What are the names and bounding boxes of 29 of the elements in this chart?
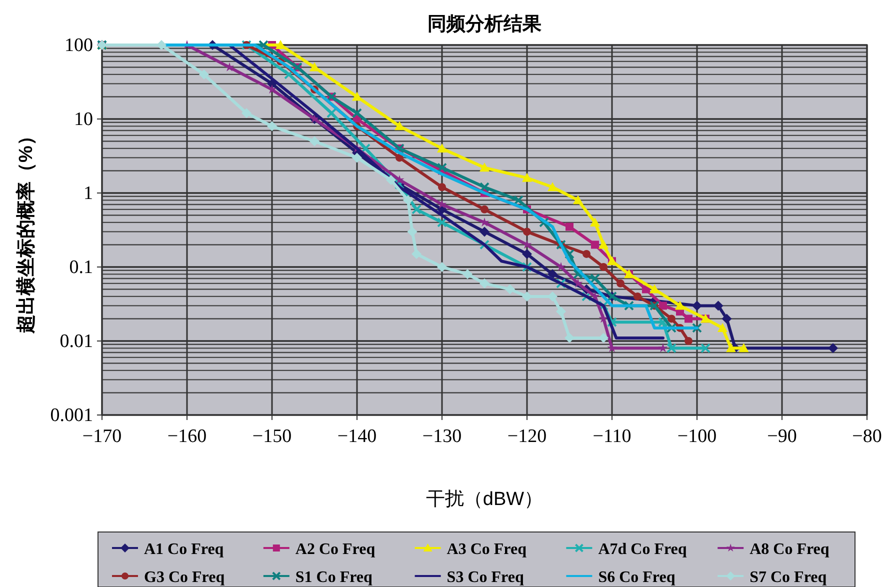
legend-label: A3 Co Freq bbox=[446, 541, 527, 558]
x-tick-label: −110 bbox=[592, 426, 632, 447]
x-tick-label: −120 bbox=[507, 426, 547, 447]
x-tick-label: −100 bbox=[677, 426, 717, 447]
y-tick-label: 0.1 bbox=[69, 257, 93, 278]
y-tick-label: 0.01 bbox=[60, 331, 93, 352]
x-tick-label: −90 bbox=[767, 426, 797, 447]
legend-label: A2 Co Freq bbox=[295, 541, 376, 558]
y-tick-label: 100 bbox=[64, 35, 93, 56]
y-tick-label: 10 bbox=[74, 109, 93, 130]
legend-label: A8 Co Freq bbox=[750, 541, 830, 558]
legend-label: A7d Co Freq bbox=[598, 541, 687, 558]
y-tick-label: 1 bbox=[84, 183, 93, 204]
x-tick-label: −80 bbox=[852, 426, 882, 447]
legend-label: A1 Co Freq bbox=[144, 541, 224, 558]
legend-label: G3 Co Freq bbox=[144, 569, 225, 586]
legend-label: S1 Co Freq bbox=[295, 569, 373, 586]
legend-label: S6 Co Freq bbox=[598, 569, 676, 586]
x-tick-label: −150 bbox=[252, 426, 292, 447]
legend-label: S3 Co Freq bbox=[446, 569, 524, 586]
x-axis-title: 干扰（dBW） bbox=[426, 489, 544, 510]
y-axis-title: 超出横坐标的概率（%） bbox=[15, 126, 37, 334]
x-tick-label: −170 bbox=[82, 426, 122, 447]
y-tick-label: 0.001 bbox=[50, 405, 93, 426]
x-tick-label: −130 bbox=[422, 426, 462, 447]
legend-label: S7 Co Freq bbox=[750, 569, 827, 586]
x-tick-label: −160 bbox=[167, 426, 207, 447]
chart-title: 同频分析结果 bbox=[428, 13, 542, 35]
x-tick-label: −140 bbox=[337, 426, 377, 447]
